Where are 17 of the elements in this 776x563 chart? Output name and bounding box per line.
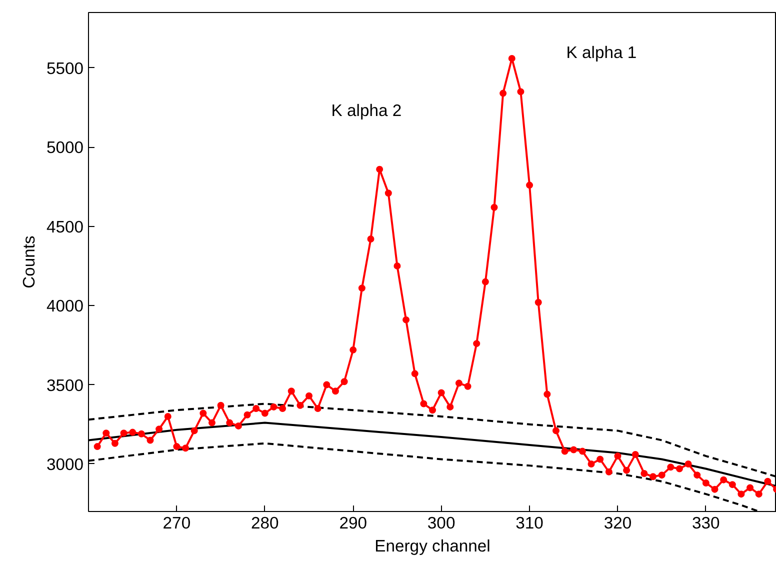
annotation: K alpha 2 (331, 101, 402, 120)
y-tick-label: 5000 (46, 138, 84, 158)
annotation: K alpha 1 (566, 43, 637, 62)
x-tick-label: 290 (339, 514, 368, 532)
y-tick-label: 3500 (46, 376, 84, 395)
x-tick-label: 270 (162, 514, 191, 532)
x-axis-title: Energy channel (374, 536, 490, 556)
x-tick-label: 310 (516, 514, 544, 532)
y-tick-label: 4000 (46, 296, 84, 316)
y-tick-label: 3000 (46, 454, 84, 474)
x-tick-label: 300 (427, 514, 456, 532)
y-tick-label: 4500 (46, 217, 84, 236)
x-tick-label: 280 (251, 514, 279, 532)
y-axis-title: Counts (19, 236, 38, 288)
x-tick-label: 330 (692, 514, 720, 532)
y-tick-label: 5500 (46, 58, 84, 78)
x-tick-label: 320 (604, 514, 632, 532)
